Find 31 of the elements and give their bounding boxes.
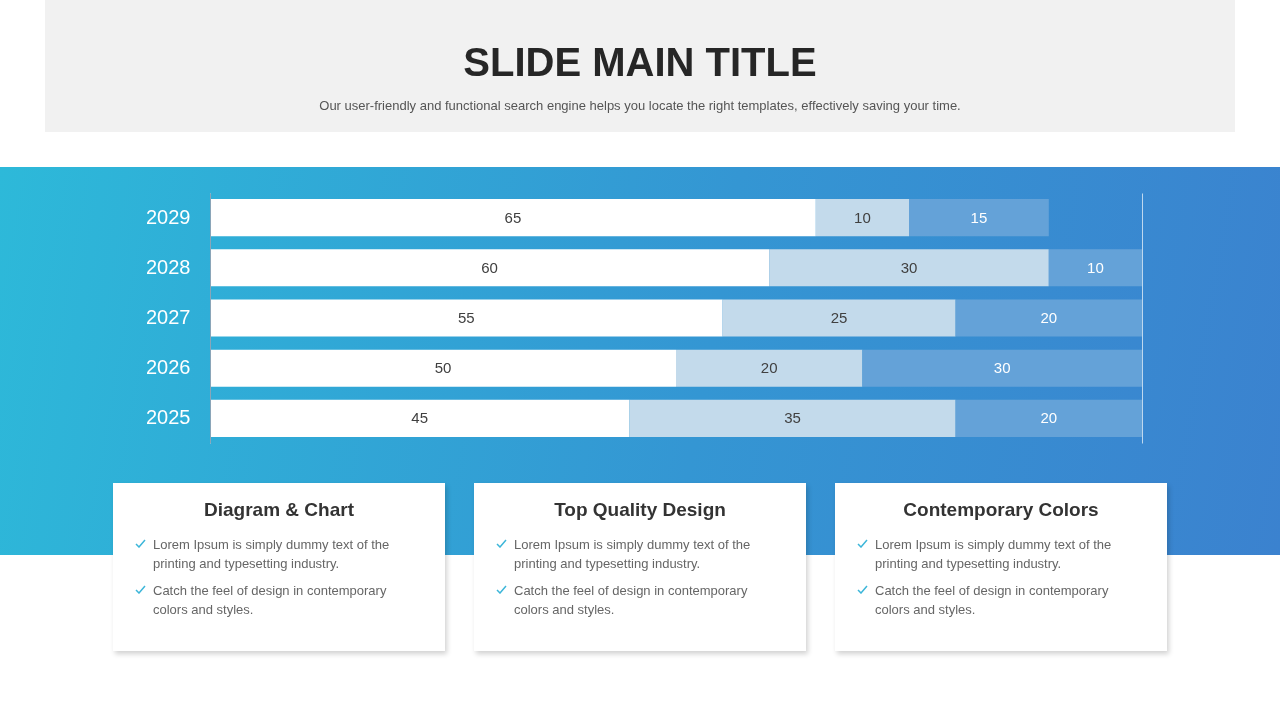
text: Catch the feel of design in contemporary colors and styles. xyxy=(514,583,748,617)
data-label: 20 xyxy=(1040,309,1058,326)
data-label: 65 xyxy=(504,208,522,226)
text: Top Quality Design xyxy=(553,499,727,521)
data-label: 45 xyxy=(411,409,429,427)
y-tick-label: 2026 xyxy=(146,356,191,379)
data-label: 20 xyxy=(760,359,778,377)
data-label: 10 xyxy=(1087,258,1104,276)
text: Lorem Ipsum is simply dummy text of the printing and typesetting industry. xyxy=(153,537,390,571)
y-tick-label: 2025 xyxy=(146,406,191,429)
data-label: 60 xyxy=(481,258,498,276)
text: Diagram & Chart xyxy=(203,499,355,521)
data-label: 30 xyxy=(993,359,1011,377)
chart-title: SLIDE MAIN TITLE xyxy=(463,40,817,84)
data-label: 30 xyxy=(900,258,918,276)
data-label: 15 xyxy=(970,208,988,226)
data-label: 20 xyxy=(1040,409,1058,427)
data-label: 10 xyxy=(854,208,871,226)
text: Lorem Ipsum is simply dummy text of the printing and typesetting industry. xyxy=(514,537,751,571)
data-label: 25 xyxy=(830,309,848,326)
data-label: 35 xyxy=(784,409,801,427)
y-tick-label: 2027 xyxy=(146,306,191,328)
y-tick-label: 2028 xyxy=(146,255,191,278)
text: Catch the feel of design in contemporary colors and styles. xyxy=(875,583,1109,617)
chart-subtitle: Our user-friendly and functional search engine helps you locate the right templates, effectively saving your time. xyxy=(319,98,961,113)
text: Contemporary Colors xyxy=(902,499,1100,521)
text: Catch the feel of design in contemporary colors and styles. xyxy=(153,583,387,617)
data-label: 50 xyxy=(434,359,452,377)
data-label: 55 xyxy=(457,309,475,326)
y-tick-label: 2029 xyxy=(146,205,191,228)
text: Lorem Ipsum is simply dummy text of the printing and typesetting industry. xyxy=(875,537,1112,571)
